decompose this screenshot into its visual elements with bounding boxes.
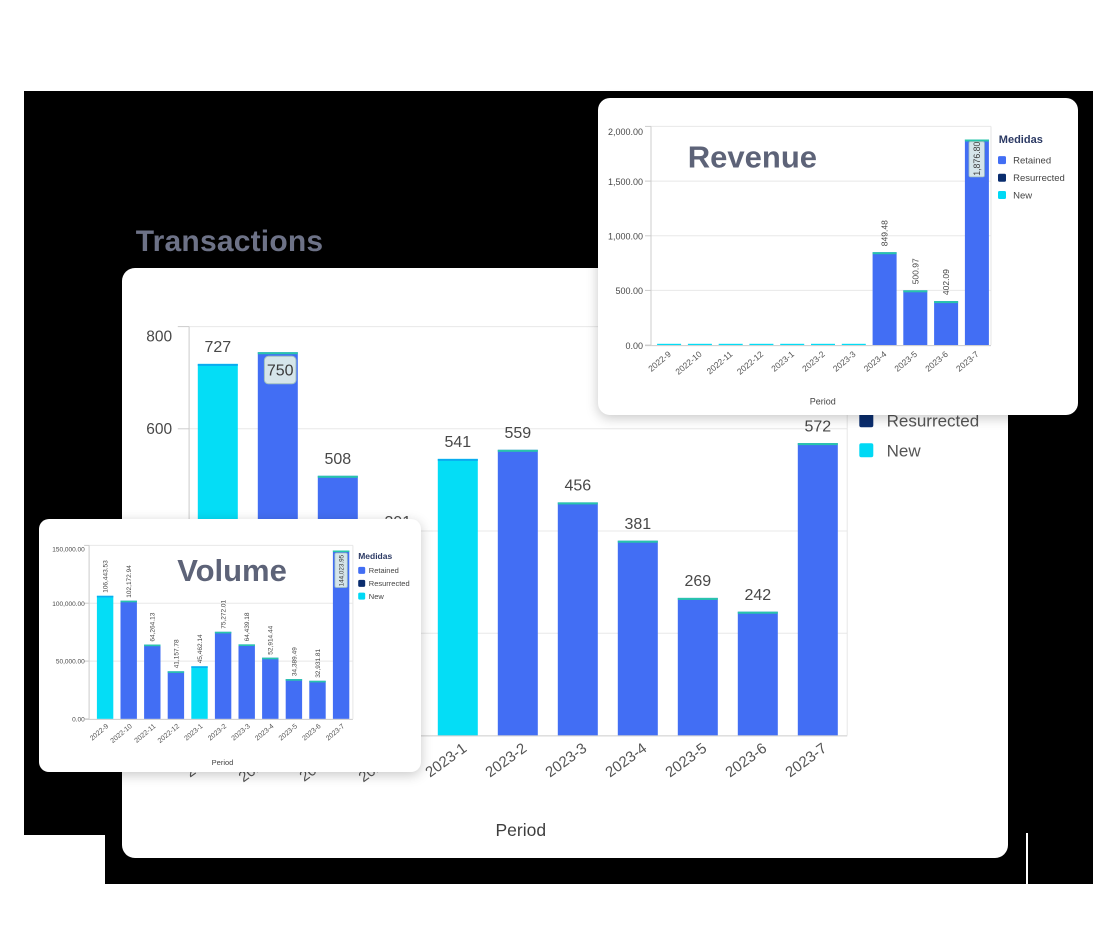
svg-text:Period: Period	[810, 397, 836, 407]
svg-text:508: 508	[324, 451, 351, 468]
svg-text:456: 456	[564, 477, 591, 494]
svg-text:2023-6: 2023-6	[722, 740, 770, 781]
svg-text:100,000.00: 100,000.00	[52, 601, 85, 608]
svg-text:2023-5: 2023-5	[277, 723, 298, 742]
svg-text:102,172.94: 102,172.94	[126, 565, 133, 598]
svg-text:849.48: 849.48	[880, 220, 890, 246]
svg-text:New: New	[368, 592, 384, 601]
svg-text:541: 541	[444, 434, 471, 451]
svg-text:2023-5: 2023-5	[662, 740, 710, 781]
svg-text:2023-7: 2023-7	[324, 723, 345, 742]
svg-text:1,000.00: 1,000.00	[608, 232, 643, 242]
svg-text:Period: Period	[495, 820, 546, 840]
svg-text:150,000.00: 150,000.00	[52, 547, 85, 554]
svg-text:2022-12: 2022-12	[735, 349, 766, 377]
svg-text:0.00: 0.00	[625, 341, 643, 351]
svg-text:381: 381	[624, 516, 651, 533]
svg-text:Resurrected: Resurrected	[1013, 173, 1065, 184]
svg-text:Medidas: Medidas	[999, 134, 1043, 146]
svg-text:Resurrected: Resurrected	[886, 411, 979, 430]
svg-text:2023-2: 2023-2	[482, 740, 530, 781]
svg-text:2023-5: 2023-5	[892, 349, 919, 374]
svg-text:Volume: Volume	[177, 553, 287, 588]
svg-text:Retained: Retained	[368, 566, 398, 575]
svg-text:800: 800	[146, 328, 172, 345]
svg-text:600: 600	[146, 421, 172, 438]
svg-text:2023-2: 2023-2	[800, 349, 827, 374]
svg-text:144,023.95: 144,023.95	[338, 554, 345, 586]
svg-text:Retained: Retained	[1013, 155, 1051, 166]
svg-text:2023-3: 2023-3	[831, 349, 858, 374]
svg-text:269: 269	[684, 573, 711, 590]
svg-text:Medidas: Medidas	[358, 551, 392, 561]
svg-text:2022-10: 2022-10	[673, 349, 704, 377]
svg-text:106,443.53: 106,443.53	[102, 560, 109, 593]
svg-text:2023-1: 2023-1	[769, 349, 796, 374]
svg-text:2022-11: 2022-11	[133, 723, 157, 745]
svg-text:572: 572	[804, 418, 831, 435]
svg-text:New: New	[1013, 190, 1032, 201]
svg-text:64,264.13: 64,264.13	[149, 612, 156, 641]
svg-text:Resurrected: Resurrected	[368, 579, 409, 588]
svg-text:1,876.80: 1,876.80	[972, 141, 982, 175]
svg-text:500.00: 500.00	[615, 286, 643, 296]
svg-text:2023-7: 2023-7	[782, 740, 830, 781]
svg-text:2023-7: 2023-7	[954, 349, 981, 374]
svg-text:0.00: 0.00	[72, 717, 85, 724]
svg-text:41,157.78: 41,157.78	[173, 639, 180, 668]
svg-text:1,500.00: 1,500.00	[608, 177, 643, 187]
svg-text:Period: Period	[211, 758, 233, 767]
svg-text:64,439.18: 64,439.18	[244, 612, 251, 641]
svg-text:New: New	[886, 441, 921, 460]
svg-text:45,462.14: 45,462.14	[196, 634, 203, 663]
svg-text:2023-4: 2023-4	[862, 349, 889, 374]
svg-text:750: 750	[267, 362, 294, 379]
svg-text:2023-4: 2023-4	[254, 723, 275, 742]
svg-text:2023-4: 2023-4	[602, 740, 650, 781]
svg-text:242: 242	[744, 587, 771, 604]
svg-text:2023-6: 2023-6	[301, 723, 322, 742]
svg-text:2023-1: 2023-1	[183, 723, 204, 742]
svg-text:559: 559	[504, 425, 531, 442]
svg-text:2022-9: 2022-9	[646, 349, 673, 374]
svg-text:2023-1: 2023-1	[422, 740, 470, 781]
svg-text:2022-12: 2022-12	[156, 723, 180, 745]
svg-text:32,931.81: 32,931.81	[314, 648, 321, 677]
svg-text:727: 727	[204, 339, 231, 356]
svg-text:2022-9: 2022-9	[88, 723, 109, 742]
svg-text:34,389.49: 34,389.49	[291, 647, 298, 676]
svg-text:402.09: 402.09	[941, 269, 951, 295]
svg-text:2,000.00: 2,000.00	[608, 127, 643, 137]
svg-text:500.97: 500.97	[910, 258, 920, 284]
svg-text:2022-11: 2022-11	[705, 349, 735, 376]
svg-text:52,914.44: 52,914.44	[267, 625, 274, 654]
svg-text:Revenue: Revenue	[688, 139, 817, 174]
svg-text:2023-3: 2023-3	[230, 723, 251, 742]
svg-text:50,000.00: 50,000.00	[55, 659, 84, 666]
svg-text:75,272.01: 75,272.01	[220, 599, 227, 628]
svg-text:2023-3: 2023-3	[542, 740, 590, 781]
svg-text:2023-6: 2023-6	[923, 349, 950, 374]
svg-text:2022-10: 2022-10	[109, 723, 133, 745]
svg-text:2023-2: 2023-2	[206, 723, 227, 742]
